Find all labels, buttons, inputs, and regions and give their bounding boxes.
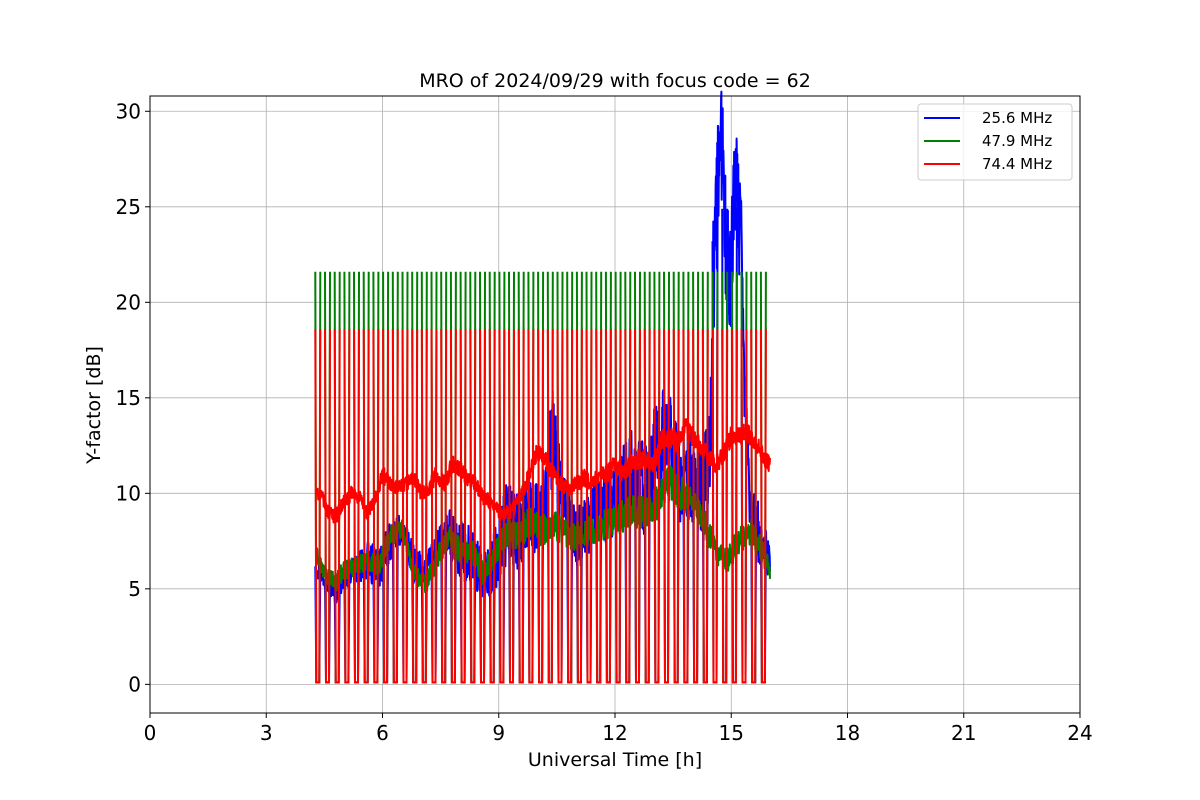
calibration-spike	[663, 328, 670, 684]
calibration-spike	[692, 328, 700, 684]
calibration-spike	[604, 328, 612, 684]
legend-box	[917, 103, 1073, 181]
calibration-spike	[653, 328, 661, 684]
calibration-spike	[614, 328, 622, 684]
calibration-spike	[314, 328, 322, 684]
calibration-spike	[672, 328, 680, 684]
y-tick-label: 5	[128, 577, 141, 601]
calibration-spike	[556, 328, 564, 684]
calibration-spike	[353, 328, 360, 684]
x-axis-label: Universal Time [h]	[528, 749, 702, 771]
calibration-spike	[575, 328, 583, 684]
calibration-spike	[459, 328, 467, 684]
calibration-spike	[469, 328, 477, 684]
legend-label: 74.4 MHz	[982, 155, 1052, 173]
calibration-spike	[508, 328, 515, 684]
calibration-spike	[730, 328, 738, 684]
calibration-spike	[527, 328, 535, 684]
calibration-spike	[324, 328, 331, 684]
calibration-spike	[343, 328, 351, 684]
y-axis-label: Y-factor [dB]	[83, 346, 105, 465]
calibration-spike	[740, 328, 748, 684]
series-74-4-mhz	[314, 328, 771, 684]
calibration-spike	[488, 328, 496, 684]
calibration-spike	[430, 328, 438, 684]
calibration-spike	[595, 328, 603, 684]
calibration-spike	[721, 328, 729, 684]
calibration-spike	[624, 328, 632, 684]
calibration-spike	[401, 328, 409, 684]
calibration-spike	[711, 328, 719, 684]
x-tick-label: 0	[144, 721, 157, 745]
x-tick-label: 12	[602, 721, 627, 745]
y-tick-label: 0	[128, 672, 141, 696]
calibration-spike	[682, 328, 690, 684]
calibration-spike	[701, 328, 709, 684]
calibration-spike	[440, 328, 448, 684]
calibration-spike	[537, 328, 545, 684]
calibration-spike	[546, 328, 554, 684]
y-tick-label: 25	[116, 195, 141, 219]
calibration-spike	[449, 328, 457, 684]
x-tick-label: 21	[951, 721, 976, 745]
calibration-spike	[498, 328, 506, 684]
calibration-spike	[643, 328, 651, 684]
calibration-spike	[391, 328, 399, 684]
calibration-spike	[479, 328, 486, 684]
tick-layer: 0 3 6 9 12 15 18 21 24 0 5 10 15 20 25 30	[116, 99, 1093, 745]
y-tick-label: 15	[116, 386, 141, 410]
y-tick-label: 20	[116, 290, 141, 314]
calibration-spike	[517, 328, 525, 684]
calibration-spike	[333, 328, 341, 684]
calibration-spike	[420, 328, 428, 684]
calibration-spike	[566, 328, 574, 684]
chart-title: MRO of 2024/09/29 with focus code = 62	[419, 70, 811, 92]
y-tick-label: 10	[116, 481, 141, 505]
x-tick-label: 3	[260, 721, 273, 745]
calibration-spike	[585, 328, 593, 684]
calibration-spike	[759, 328, 767, 684]
legend-label: 25.6 MHz	[982, 109, 1052, 127]
x-tick-label: 15	[719, 721, 744, 745]
x-tick-label: 18	[835, 721, 860, 745]
x-tick-label: 24	[1067, 721, 1092, 745]
data-layer	[314, 90, 771, 684]
calibration-spike	[750, 328, 758, 684]
x-tick-label: 6	[376, 721, 389, 745]
calibration-spike	[382, 328, 390, 684]
y-tick-label: 30	[116, 99, 141, 123]
legend-label: 47.9 MHz	[982, 132, 1052, 150]
calibration-spike	[411, 328, 419, 684]
calibration-spike	[634, 328, 641, 684]
calibration-spike	[372, 328, 380, 684]
x-tick-label: 9	[492, 721, 505, 745]
calibration-spike	[362, 328, 370, 684]
legend: 25.6 MHz 47.9 MHz 74.4 MHz	[917, 103, 1073, 181]
